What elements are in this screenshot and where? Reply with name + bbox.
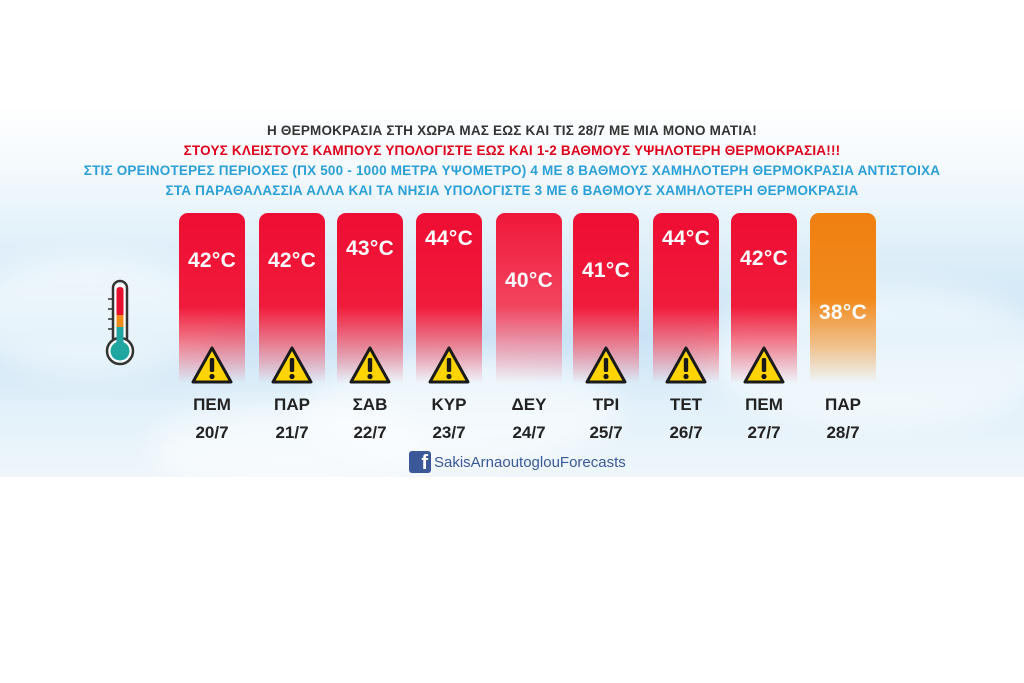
headline-line-3: ΣΤΙΣ ΟΡΕΙΝΟΤΕΡΕΣ ΠΕΡΙΟΧΕΣ (ΠΧ 500 - 1000…: [83, 163, 941, 178]
facebook-page-name: SakisArnaoutoglouForecasts: [434, 453, 626, 471]
facebook-credit[interactable]: f SakisArnaoutoglouForecasts: [409, 451, 626, 474]
warning-triangle-icon: [427, 345, 471, 385]
temperature-column: 42°C: [179, 213, 245, 385]
headline-line-2: ΣΤΟΥΣ ΚΛΕΙΣΤΟΥΣ ΚΑΜΠΟΥΣ ΥΠΟΛΟΓΙΣΤΕ ΕΩΣ Κ…: [183, 143, 841, 158]
date-label: 27/7: [747, 423, 781, 442]
temperature-value: 43°C: [345, 237, 395, 260]
facebook-icon: f: [409, 451, 431, 474]
temperature-value: 41°C: [581, 259, 631, 282]
temperature-column: 44°C: [653, 213, 719, 385]
date-label: 24/7: [512, 423, 546, 442]
day-label: ΠΕΜ: [193, 395, 231, 414]
day-label: ΠΕΜ: [745, 395, 783, 414]
headline-line-4: ΣΤΑ ΠΑΡΑΘΑΛΑΣΣΙΑ ΑΛΛΑ ΚΑΙ ΤΑ ΝΗΣΙΑ ΥΠΟΛΟ…: [165, 183, 859, 198]
warning-triangle-icon: [270, 345, 314, 385]
warning-triangle-icon: [742, 345, 786, 385]
day-label: ΤΡΙ: [592, 395, 620, 414]
date-label: 21/7: [275, 423, 309, 442]
temperature-value: 42°C: [267, 249, 317, 272]
date-label: 22/7: [353, 423, 387, 442]
warning-triangle-icon: [664, 345, 708, 385]
warning-triangle-icon: [348, 345, 392, 385]
thermometer-icon: [105, 279, 135, 366]
headline-line-1: Η ΘΕΡΜΟΚΡΑΣΙΑ ΣΤΗ ΧΩΡΑ ΜΑΣ ΕΩΣ ΚΑΙ ΤΙΣ 2…: [267, 123, 757, 138]
date-label: 26/7: [669, 423, 703, 442]
date-label: 20/7: [195, 423, 229, 442]
temperature-column: 42°C: [259, 213, 325, 385]
day-label: ΠΑΡ: [825, 395, 861, 414]
date-label: 25/7: [589, 423, 623, 442]
temperature-value: 42°C: [187, 249, 237, 272]
temperature-value: 44°C: [661, 227, 711, 250]
warning-triangle-icon: [190, 345, 234, 385]
day-label: ΤΕΤ: [669, 395, 703, 414]
temperature-value: 42°C: [739, 247, 789, 270]
day-label: ΚΥΡ: [431, 395, 467, 414]
day-label: ΣΑΒ: [352, 395, 388, 414]
forecast-panel: Η ΘΕΡΜΟΚΡΑΣΙΑ ΣΤΗ ΧΩΡΑ ΜΑΣ ΕΩΣ ΚΑΙ ΤΙΣ 2…: [0, 105, 1024, 477]
temperature-column: 44°C: [416, 213, 482, 385]
temperature-value: 40°C: [504, 269, 554, 292]
temperature-column: 41°C: [573, 213, 639, 385]
date-label: 23/7: [432, 423, 466, 442]
temperature-value: 38°C: [818, 301, 868, 324]
day-label: ΠΑΡ: [274, 395, 310, 414]
temperature-column: 42°C: [731, 213, 797, 385]
temperature-value: 44°C: [424, 227, 474, 250]
warning-triangle-icon: [584, 345, 628, 385]
temperature-column: 38°C: [810, 213, 876, 383]
temperature-column: 43°C: [337, 213, 403, 385]
date-label: 28/7: [826, 423, 860, 442]
day-label: ΔΕΥ: [511, 395, 547, 414]
temperature-column: 40°C: [496, 213, 562, 383]
